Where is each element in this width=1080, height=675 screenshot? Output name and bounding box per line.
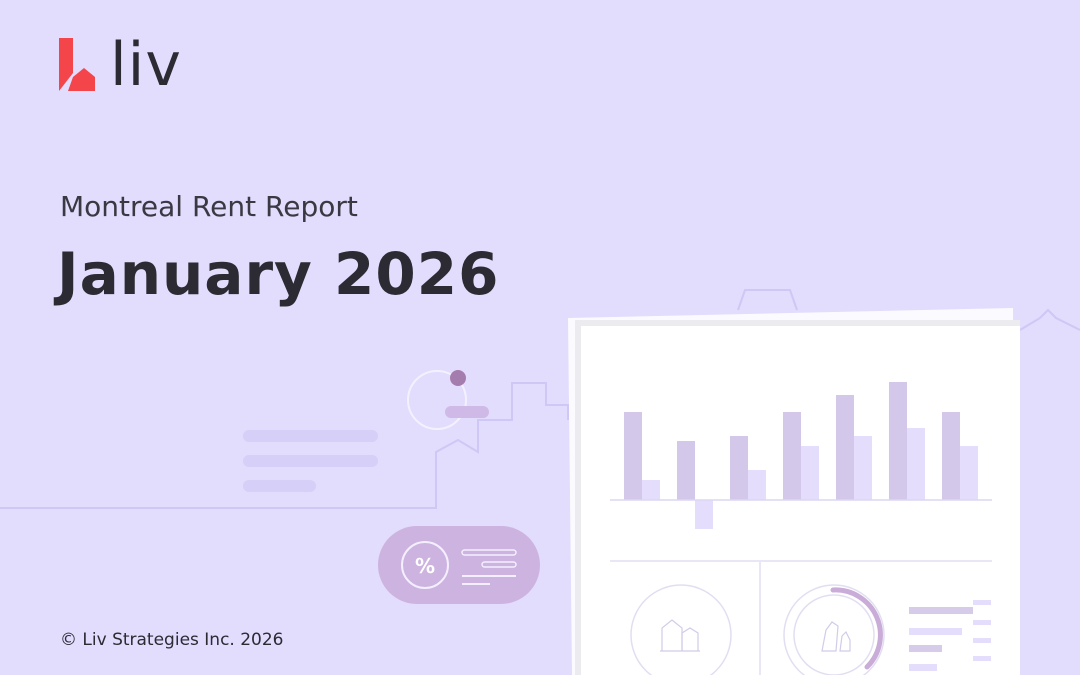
liv-logo-mark	[59, 38, 95, 91]
decorative-bar	[677, 441, 695, 500]
houses-icon	[660, 619, 700, 652]
pets-icon	[821, 621, 851, 652]
copyright: © Liv Strategies Inc. 2026	[60, 630, 284, 650]
report-title: January 2026	[57, 240, 500, 308]
decorative-bar	[624, 412, 642, 500]
decorative-bar	[942, 412, 960, 500]
decorative-bar	[854, 436, 872, 500]
decorative-bar	[889, 382, 907, 500]
decorative-bar	[642, 480, 660, 500]
percent-icon: %	[415, 554, 435, 578]
decorative-bar	[907, 428, 925, 500]
percent-badge	[378, 526, 540, 604]
decorative-bar	[695, 500, 713, 529]
skyline-roof	[737, 289, 798, 311]
report-subtitle: Montreal Rent Report	[60, 190, 358, 223]
decorative-bar	[801, 446, 819, 500]
logo-wordmark: liv	[110, 30, 182, 100]
liv-logo: liv	[58, 30, 182, 100]
decorative-bar	[730, 436, 748, 500]
decorative-bar	[783, 412, 801, 500]
skyline-line	[0, 382, 569, 509]
decorative-bar	[748, 470, 766, 500]
decorative-bar	[960, 446, 978, 500]
skyline-right	[1019, 308, 1080, 331]
decorative-bar	[836, 395, 854, 500]
decorative-bar-chart	[624, 382, 978, 529]
